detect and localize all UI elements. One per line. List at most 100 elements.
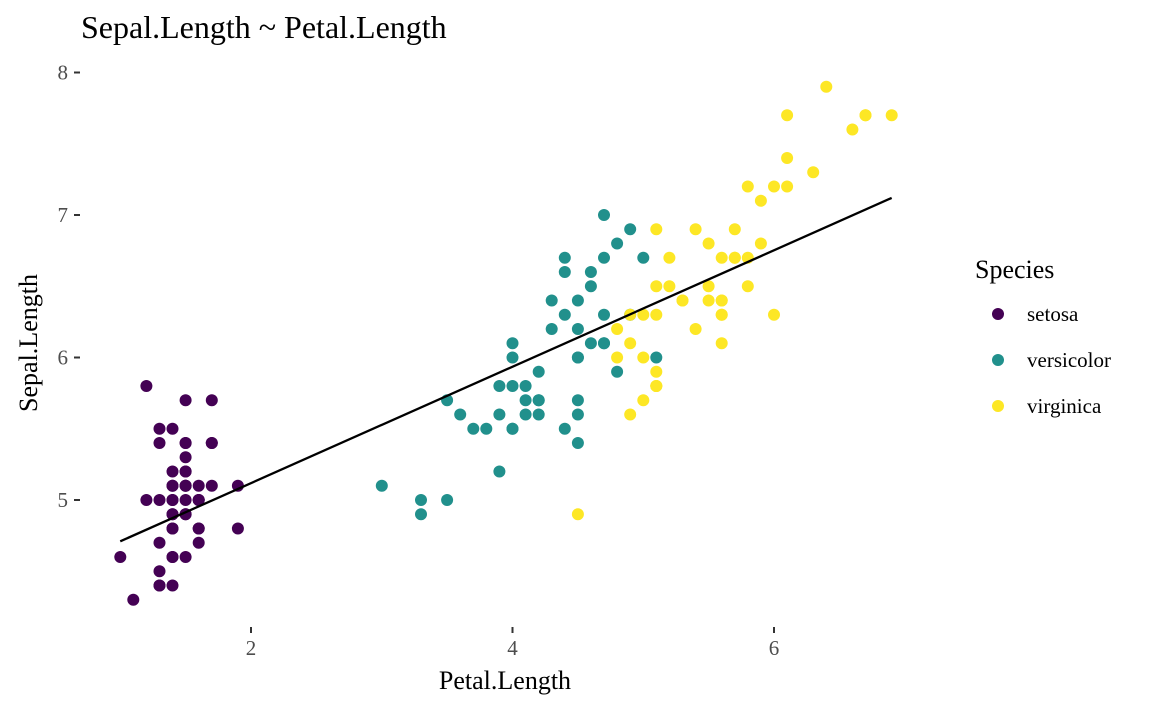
point-setosa-3	[179, 551, 192, 563]
point-versicolor-48	[375, 479, 388, 492]
point-virginica-30	[781, 152, 794, 164]
point-versicolor-38	[519, 408, 532, 421]
point-setosa-30	[192, 522, 205, 535]
point-virginica-34	[715, 337, 728, 350]
point-versicolor-12	[506, 351, 519, 364]
point-virginica-33	[650, 308, 663, 321]
point-virginica-47	[663, 280, 676, 293]
point-setosa-23	[205, 479, 218, 492]
point-versicolor-32	[493, 380, 506, 392]
point-versicolor-19	[493, 408, 506, 421]
legend-label-virginica: virginica	[1027, 394, 1102, 418]
point-setosa-2	[153, 536, 166, 549]
x-tick-label-6: 6	[769, 636, 780, 660]
point-virginica-25	[768, 180, 780, 193]
point-virginica-31	[820, 80, 833, 93]
point-setosa-39	[179, 479, 192, 492]
point-virginica-21	[624, 408, 637, 421]
legend-key-setosa	[992, 308, 1004, 320]
fit-line-layer	[119, 196, 893, 543]
point-virginica-16	[702, 280, 715, 293]
point-virginica-13	[637, 394, 650, 407]
point-versicolor-21	[506, 337, 519, 350]
point-versicolor-24	[545, 294, 558, 307]
point-virginica-18	[885, 109, 898, 122]
point-setosa-28	[166, 465, 179, 478]
point-versicolor-14	[454, 408, 467, 421]
point-setosa-22	[114, 551, 127, 563]
point-versicolor-40	[558, 422, 571, 435]
point-versicolor-4	[584, 280, 597, 293]
point-virginica-35	[781, 109, 794, 122]
point-virginica-42	[650, 380, 663, 392]
point-setosa-7	[179, 494, 192, 506]
point-setosa-29	[192, 536, 205, 549]
point-setosa-13	[127, 593, 140, 606]
point-setosa-20	[205, 437, 218, 449]
point-versicolor-18	[571, 323, 584, 335]
series-virginica	[571, 80, 898, 521]
point-versicolor-47	[545, 323, 558, 335]
point-virginica-36	[715, 308, 728, 321]
point-virginica-12	[702, 237, 715, 250]
point-versicolor-41	[584, 337, 597, 350]
point-virginica-15	[676, 294, 689, 307]
point-versicolor-6	[598, 308, 610, 321]
point-virginica-38	[611, 351, 624, 364]
point-versicolor-37	[558, 308, 571, 321]
point-versicolor-34	[571, 437, 584, 449]
point-setosa-49	[166, 494, 179, 506]
point-setosa-17	[166, 479, 179, 492]
point-setosa-47	[166, 551, 179, 563]
point-versicolor-36	[598, 251, 610, 264]
fit-line	[119, 196, 893, 543]
point-virginica-0	[768, 308, 780, 321]
point-versicolor-9	[493, 465, 506, 478]
point-virginica-5	[846, 123, 859, 136]
point-versicolor-31	[467, 422, 480, 435]
legend-label-setosa: setosa	[1027, 302, 1079, 326]
point-setosa-46	[192, 479, 205, 492]
point-virginica-4	[741, 280, 754, 293]
point-setosa-40	[153, 494, 166, 506]
point-versicolor-44	[532, 408, 545, 421]
point-virginica-26	[611, 323, 624, 335]
point-virginica-49	[650, 365, 663, 378]
x-axis: 2 4 6	[246, 627, 780, 660]
point-virginica-7	[807, 166, 820, 179]
chart-title: Sepal.Length ~ Petal.Length	[81, 9, 447, 45]
point-virginica-9	[781, 180, 794, 193]
y-tick-label-5: 5	[58, 488, 69, 512]
plot-area	[114, 80, 898, 606]
y-tick-label-7: 7	[58, 203, 69, 227]
point-setosa-45	[166, 522, 179, 535]
point-versicolor-5	[571, 394, 584, 407]
point-setosa-18	[205, 394, 218, 407]
point-setosa-36	[153, 422, 166, 435]
legend-title: Species	[975, 255, 1054, 284]
point-virginica-41	[650, 223, 663, 236]
legend-entries: setosa versicolor virginica	[992, 302, 1111, 418]
point-versicolor-26	[611, 237, 624, 250]
point-virginica-27	[624, 337, 637, 350]
series-versicolor	[375, 209, 663, 521]
point-setosa-42	[153, 579, 166, 592]
x-tick-label-2: 2	[246, 636, 257, 660]
point-versicolor-46	[532, 394, 545, 407]
point-virginica-10	[650, 280, 663, 293]
point-setosa-15	[179, 394, 192, 407]
point-setosa-43	[192, 494, 205, 506]
point-setosa-35	[140, 494, 153, 506]
point-versicolor-39	[506, 422, 519, 435]
point-virginica-6	[571, 508, 584, 521]
point-virginica-37	[702, 294, 715, 307]
series-setosa	[114, 380, 244, 606]
point-versicolor-23	[598, 337, 610, 350]
y-tick-label-8: 8	[58, 61, 69, 85]
point-versicolor-0	[598, 209, 610, 221]
point-virginica-48	[689, 323, 702, 335]
point-versicolor-8	[584, 266, 597, 278]
x-axis-label: Petal.Length	[439, 666, 571, 695]
point-versicolor-33	[650, 351, 663, 364]
